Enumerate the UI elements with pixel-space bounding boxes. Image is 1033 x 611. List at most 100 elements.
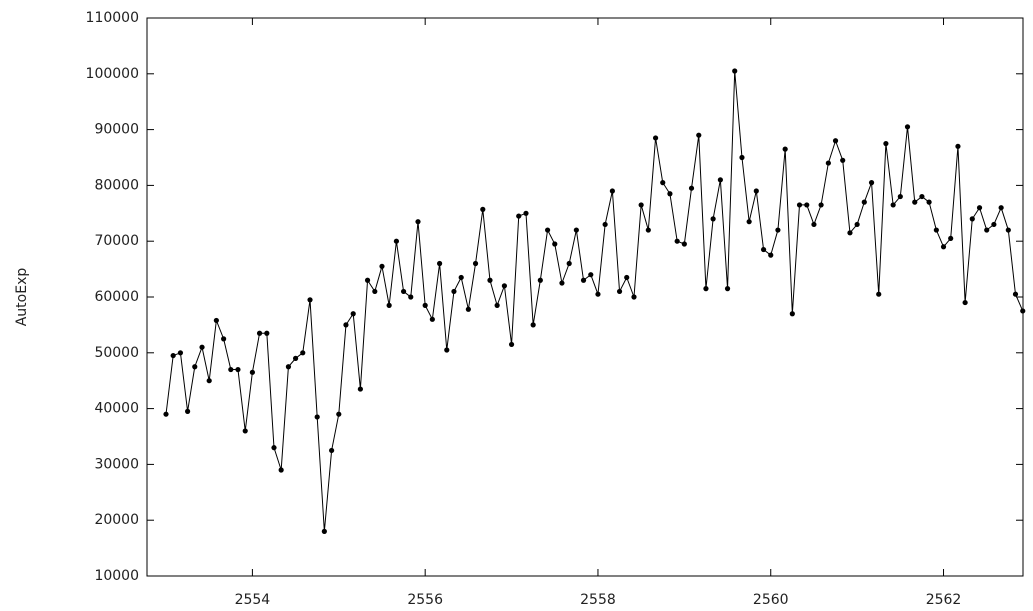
data-point [364, 277, 371, 283]
data-point [285, 364, 292, 370]
data-point [336, 411, 342, 417]
data-point [667, 191, 673, 197]
data-point [602, 221, 608, 228]
data-point [249, 369, 255, 375]
y-tick-label: 80000 [94, 177, 139, 193]
data-point [746, 219, 752, 225]
data-point [775, 227, 781, 233]
data-point [674, 238, 680, 244]
data-point [256, 330, 263, 336]
data-point [386, 302, 392, 308]
data-point [789, 311, 795, 317]
data-point [228, 366, 234, 373]
data-point [796, 202, 803, 208]
data-point [595, 291, 601, 297]
data-point [818, 202, 824, 208]
data-point [645, 227, 651, 233]
data-point [847, 230, 853, 236]
data-point [861, 199, 867, 205]
data-point [933, 227, 939, 233]
data-point [487, 277, 493, 283]
plot-frame [146, 17, 1024, 577]
data-point [429, 316, 435, 322]
y-tick-label: 70000 [94, 233, 139, 249]
data-point [897, 193, 903, 200]
data-point [235, 366, 241, 373]
data-point [984, 227, 990, 233]
x-tick-label: 2558 [580, 592, 616, 608]
data-point [357, 386, 363, 392]
data-point [264, 330, 270, 336]
data-point [451, 288, 457, 295]
data-point [300, 350, 306, 356]
data-point [307, 297, 313, 303]
data-point [1005, 227, 1011, 233]
data-point [703, 286, 709, 292]
data-point [825, 160, 831, 166]
x-tick-label: 2560 [753, 592, 789, 608]
data-point [523, 210, 529, 216]
data-point [501, 283, 507, 289]
data-point [494, 302, 500, 308]
data-point [537, 277, 543, 283]
y-tick-label: 60000 [94, 289, 139, 305]
data-point [242, 428, 248, 434]
data-point [696, 132, 702, 138]
data-point [710, 216, 716, 222]
data-point [624, 274, 630, 281]
data-point [998, 205, 1004, 211]
data-point [329, 447, 335, 454]
x-tick-label: 2554 [235, 592, 271, 608]
data-point [573, 227, 579, 233]
data-point [379, 263, 385, 269]
data-point [350, 311, 356, 317]
data-point [400, 288, 407, 295]
data-point [760, 246, 767, 253]
data-point [444, 347, 450, 353]
data-point [508, 341, 515, 348]
data-point [926, 199, 932, 205]
data-point [688, 185, 695, 191]
data-point [530, 322, 536, 328]
data-point [717, 177, 723, 183]
data-point [660, 180, 666, 186]
data-point [516, 213, 522, 219]
data-point [804, 202, 810, 208]
data-point [753, 188, 759, 194]
x-tick-label: 2562 [926, 592, 962, 608]
data-point [840, 157, 846, 163]
data-point [472, 260, 479, 267]
data-point [343, 322, 349, 328]
data-point [314, 414, 320, 420]
series-line [165, 70, 1024, 532]
data-point [724, 286, 731, 292]
data-point [732, 68, 738, 74]
data-point [652, 135, 659, 141]
data-point [544, 227, 551, 233]
y-tick-label: 110000 [86, 10, 139, 26]
data-point [580, 277, 587, 283]
data-point [199, 344, 205, 350]
y-tick-label: 90000 [94, 122, 139, 138]
data-point [1020, 308, 1026, 314]
data-point [372, 288, 378, 295]
data-point [832, 138, 839, 144]
data-point [940, 244, 947, 250]
data-point [559, 280, 565, 286]
y-tick-label: 20000 [94, 512, 139, 528]
data-point [465, 306, 471, 312]
data-point [321, 528, 327, 534]
data-point [588, 272, 594, 278]
data-point [408, 294, 414, 300]
data-point [616, 288, 623, 295]
data-point [890, 202, 896, 208]
data-point [876, 291, 882, 297]
data-point [192, 364, 198, 370]
data-point [962, 299, 968, 306]
data-point [739, 154, 745, 161]
data-point [271, 445, 277, 451]
data-point [883, 140, 889, 147]
data-point [919, 193, 925, 200]
data-point [278, 467, 284, 473]
